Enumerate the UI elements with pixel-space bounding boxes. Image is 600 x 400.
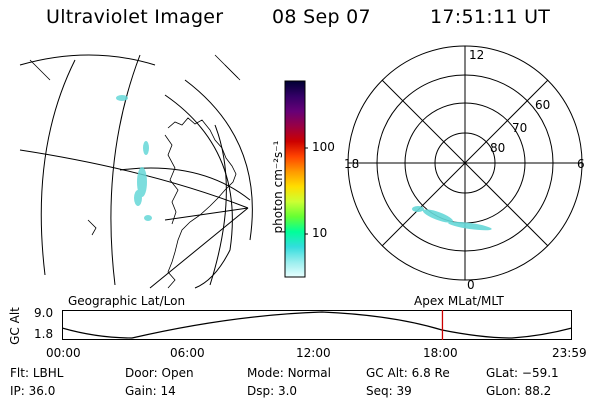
polar-mlt-label-top: 12 xyxy=(469,48,485,62)
strip-axis-title: GC Alt xyxy=(8,307,22,345)
info-seq: Seq: 39 xyxy=(366,384,412,398)
info-label: Flt: xyxy=(10,366,29,380)
aurora-oval xyxy=(448,221,492,231)
strip-x-tick: 23:59 xyxy=(552,346,587,360)
polar-mlt-label-bottom: 0 xyxy=(467,278,475,292)
info-label: IP: xyxy=(10,384,25,398)
strip-chart xyxy=(62,310,572,340)
info-gain: Gain: 14 xyxy=(125,384,176,398)
info-label: Seq: xyxy=(366,384,393,398)
strip-right-label: Apex MLat/MLT xyxy=(414,294,504,308)
info-flt: Flt: LBHL xyxy=(10,366,63,380)
map-lon-line xyxy=(149,207,249,289)
aurora-glow xyxy=(144,215,152,221)
polar-mlt-line xyxy=(381,79,549,247)
strip-x-tick: 18:00 xyxy=(423,346,458,360)
header-date: 08 Sep 07 xyxy=(272,6,371,28)
map-lat-circle xyxy=(119,167,251,201)
aurora-glow xyxy=(134,190,142,206)
info-ip: IP: 36.0 xyxy=(10,384,55,398)
map-lat-circle xyxy=(19,54,156,66)
aurora-oval xyxy=(412,206,424,212)
polar-plot xyxy=(347,45,583,281)
info-value: 39 xyxy=(396,384,412,398)
strip-y-tick: 9.0 xyxy=(34,306,54,320)
polar-lat-label: 70 xyxy=(512,121,528,135)
coastline xyxy=(167,117,237,289)
colorbar-tick-label: 100 xyxy=(312,140,335,154)
info-glon: GLon: 88.2 xyxy=(486,384,551,398)
map-lon-line xyxy=(209,124,227,286)
info-value: −59.1 xyxy=(521,366,559,380)
header-time: 17:51:11 UT xyxy=(430,6,551,28)
coastline xyxy=(224,64,239,79)
strip-altitude-curve xyxy=(62,311,572,339)
strip-x-tick: 06:00 xyxy=(170,346,205,360)
coastline xyxy=(164,134,179,225)
colorbar xyxy=(284,80,308,278)
info-value: Normal xyxy=(287,366,331,380)
info-value: Open xyxy=(161,366,194,380)
info-glat: GLat: −59.1 xyxy=(486,366,559,380)
info-gc-alt: GC Alt: 6.8 Re xyxy=(366,366,450,380)
info-door: Door: Open xyxy=(125,366,194,380)
info-label: Door: xyxy=(125,366,158,380)
info-label: GLat: xyxy=(486,366,519,380)
colorbar-rect xyxy=(284,80,306,278)
info-value: 36.0 xyxy=(28,384,56,398)
aurora-glow xyxy=(143,141,149,155)
colorbar-unit-label: photon cm⁻²s⁻¹ xyxy=(271,140,285,234)
info-label: Mode: xyxy=(247,366,284,380)
map-lon-line xyxy=(40,59,76,276)
strip-x-tick: 00:00 xyxy=(46,346,81,360)
info-label: GLon: xyxy=(486,384,521,398)
aurora-glow xyxy=(116,95,128,101)
info-label: GC Alt: xyxy=(366,366,408,380)
coastline xyxy=(87,219,97,236)
info-value: 3.0 xyxy=(277,384,298,398)
info-value: LBHL xyxy=(32,366,64,380)
map-lon-line xyxy=(164,207,249,221)
info-label: Gain: xyxy=(125,384,157,398)
info-value: 88.2 xyxy=(524,384,552,398)
info-mode: Mode: Normal xyxy=(247,366,331,380)
coastline xyxy=(29,59,51,81)
info-value: 14 xyxy=(160,384,176,398)
map-lon-line xyxy=(110,54,141,286)
map-lat-circle xyxy=(184,79,253,241)
colorbar-tick-label: 10 xyxy=(312,226,328,240)
aurora-oval xyxy=(422,209,454,223)
map-lat-circle xyxy=(164,94,233,289)
strip-y-tick: 1.8 xyxy=(34,327,54,341)
app-title: Ultraviolet Imager xyxy=(46,6,224,28)
info-value: 6.8 Re xyxy=(411,366,450,380)
geographic-map xyxy=(19,54,253,289)
polar-mlt-label-right: 6 xyxy=(577,157,585,171)
aurora-glow xyxy=(137,167,147,197)
info-label: Dsp: xyxy=(247,384,275,398)
polar-mlt-label-left: 18 xyxy=(344,157,360,171)
strip-left-label: Geographic Lat/Lon xyxy=(68,294,186,308)
polar-lat-label: 60 xyxy=(535,98,551,112)
strip-frame xyxy=(62,310,572,340)
polar-lat-label: 80 xyxy=(490,141,506,155)
strip-x-tick: 12:00 xyxy=(296,346,331,360)
info-dsp: Dsp: 3.0 xyxy=(247,384,297,398)
